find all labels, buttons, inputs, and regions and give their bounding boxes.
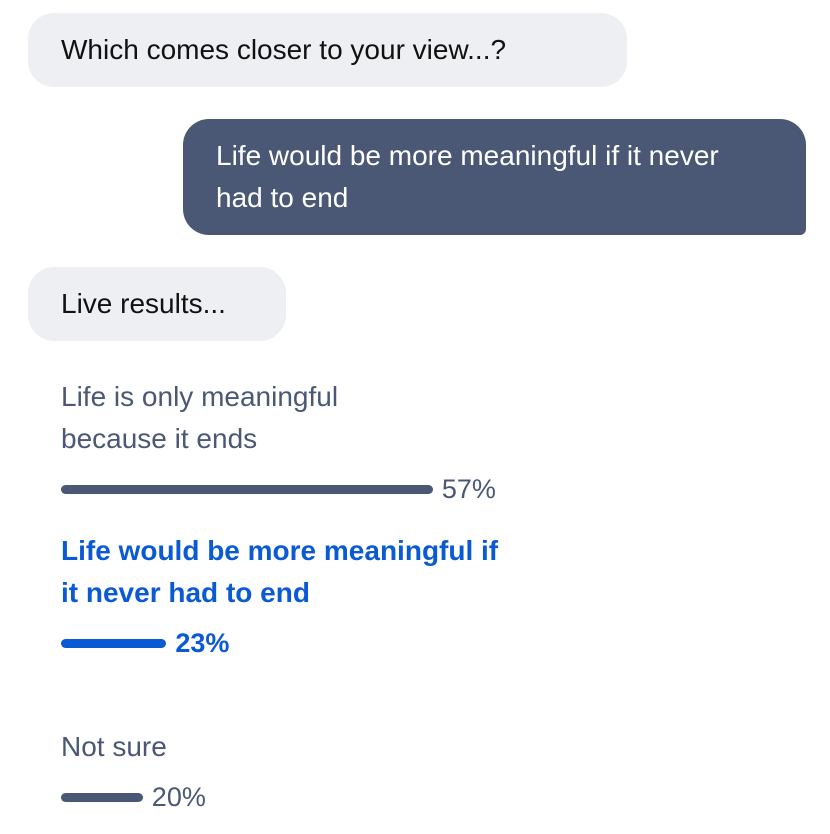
poll-result-bar <box>61 484 433 494</box>
message-text: Which comes closer to your view...? <box>61 34 507 65</box>
incoming-message-question: Which comes closer to your view...? <box>28 13 627 87</box>
message-text: Live results... <box>61 288 226 319</box>
poll-option-label: Life would be more meaningful if it neve… <box>61 535 499 608</box>
poll-percent: 23% <box>175 627 230 658</box>
poll-percent: 57% <box>441 473 496 504</box>
outgoing-message-answer: Life would be more meaningful if it neve… <box>183 119 806 235</box>
poll-result-bar <box>61 638 167 648</box>
poll-percent: 20% <box>151 781 206 812</box>
poll-option-label: Life is only meaningful because it ends <box>61 381 339 454</box>
poll-option-label: Not sure <box>61 731 167 762</box>
poll-option-3: Not sure 20% <box>61 726 511 812</box>
message-text: Life would be more meaningful if it neve… <box>216 140 719 213</box>
poll-option-1: Life is only meaningful because it ends … <box>61 376 511 504</box>
poll-option-2-selected: Life would be more meaningful if it neve… <box>61 530 501 658</box>
incoming-message-live-results: Live results... <box>28 267 286 341</box>
poll-result-bar <box>61 792 143 802</box>
